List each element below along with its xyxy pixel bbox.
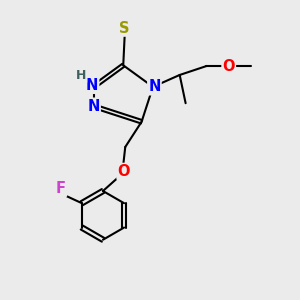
- Text: O: O: [118, 164, 130, 179]
- Text: S: S: [119, 21, 130, 36]
- Text: H: H: [76, 69, 86, 82]
- Text: O: O: [223, 58, 235, 74]
- Text: N: N: [87, 99, 100, 114]
- Text: N: N: [148, 80, 160, 94]
- Text: N: N: [86, 78, 98, 93]
- Text: F: F: [56, 181, 66, 196]
